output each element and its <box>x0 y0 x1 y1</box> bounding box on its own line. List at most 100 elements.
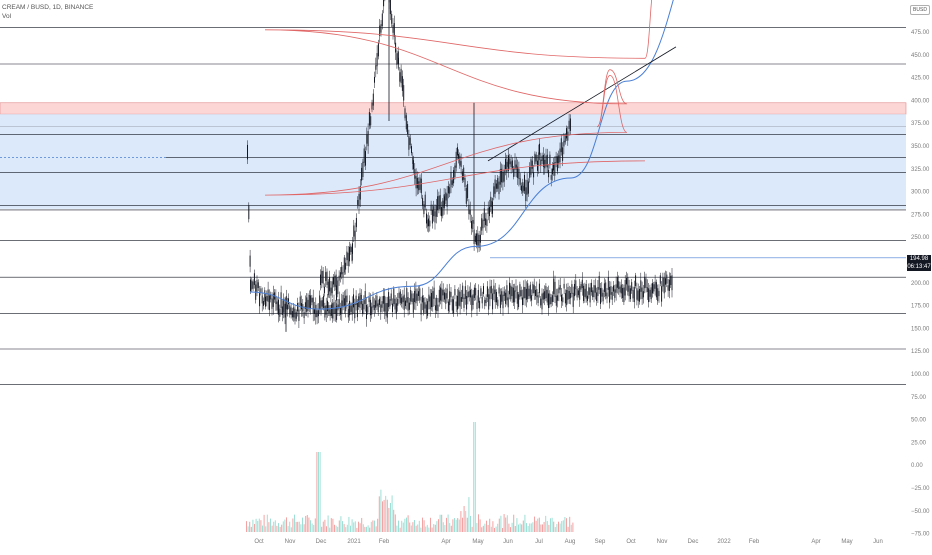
price-tick-label: 400.00 <box>911 98 930 104</box>
candle-body <box>433 206 435 217</box>
candle-body <box>557 295 559 301</box>
candle-body <box>432 291 434 307</box>
candle-body <box>250 279 251 292</box>
time-tick-label: Oct <box>254 539 264 545</box>
candle-body <box>281 306 283 315</box>
candle-body <box>541 293 543 310</box>
candle-body <box>450 171 452 188</box>
volume-bar <box>559 523 561 532</box>
candle-body <box>548 169 550 178</box>
volume-bar <box>529 523 531 532</box>
candle-body <box>511 286 513 297</box>
candle-body <box>513 168 515 177</box>
candle-body <box>358 193 360 207</box>
volume-bar <box>490 526 492 532</box>
candle-body <box>426 213 427 224</box>
volume-bar <box>510 527 511 532</box>
symbol-title[interactable]: CREAM / BUSD, 1D, BINANCE <box>2 4 94 11</box>
volume-bar <box>353 522 355 532</box>
candle-body <box>571 284 573 294</box>
candle-body <box>350 305 352 312</box>
current-price-label: 194.98 <box>907 255 931 263</box>
price-tick-label: 275.00 <box>911 212 930 218</box>
candle-body <box>642 291 644 298</box>
candle-body <box>505 292 507 304</box>
candle-body <box>428 218 429 227</box>
currency-tag[interactable]: BUSD <box>910 5 930 15</box>
candle-body <box>420 178 422 194</box>
candle-body <box>307 299 309 311</box>
candle-body <box>372 296 374 308</box>
volume-bar <box>350 525 351 532</box>
candle-body <box>457 147 458 156</box>
volume-bar <box>306 515 308 532</box>
price-tick-label: 375.00 <box>911 121 930 127</box>
price-tick-label: −75.00 <box>911 532 930 538</box>
candle-body <box>395 42 397 53</box>
candle-body <box>533 172 535 178</box>
candle-body <box>268 295 270 311</box>
candle-body <box>379 25 381 36</box>
volume-bar <box>385 495 387 532</box>
candle-body <box>532 283 534 294</box>
candle-body <box>636 288 638 300</box>
candle-body <box>375 300 377 308</box>
volume-bar <box>407 515 409 532</box>
candle-body <box>516 291 518 304</box>
candle-body <box>469 209 471 215</box>
candle-body <box>383 0 385 7</box>
candle-body <box>566 289 568 306</box>
candle-body <box>590 282 592 293</box>
volume-bar <box>537 518 539 532</box>
candle-body <box>425 304 427 313</box>
price-tick-label: 350.00 <box>911 144 930 150</box>
candle-body <box>352 243 353 254</box>
volume-bar <box>498 518 500 532</box>
candle-body <box>520 290 522 297</box>
candle-body <box>542 292 544 300</box>
candle-body <box>380 304 382 313</box>
candle-body <box>471 295 473 311</box>
candle-body <box>424 194 426 208</box>
candle-body <box>342 294 344 308</box>
volume-bar <box>458 519 460 532</box>
volume-bar <box>287 526 289 532</box>
candle-body <box>498 287 500 294</box>
volume-bar <box>390 502 391 532</box>
candle-body <box>492 201 493 214</box>
candle-body <box>529 166 531 178</box>
resistance-zone <box>0 102 907 115</box>
volume-bar <box>378 496 380 532</box>
candle-body <box>446 288 448 299</box>
candle-body <box>616 277 618 288</box>
candle-body <box>389 299 391 307</box>
candle-body <box>464 178 466 188</box>
candle-body <box>461 171 463 181</box>
candle-body <box>272 293 274 307</box>
candle-body <box>584 288 586 297</box>
volume-bar <box>423 520 425 532</box>
candle-body <box>349 246 350 262</box>
volume-bar <box>572 522 574 532</box>
candle-body <box>490 196 492 207</box>
volume-bar <box>442 522 444 532</box>
candle-body <box>407 297 409 311</box>
candle-body <box>671 275 673 291</box>
candle-body <box>423 297 425 313</box>
candle-body <box>619 286 621 293</box>
candle-body <box>629 288 631 300</box>
candle-body <box>401 76 403 91</box>
volume-indicator-label[interactable]: Vol <box>2 13 12 20</box>
volume-bar <box>414 520 415 532</box>
time-tick-label: Aug <box>565 539 576 545</box>
candle-body <box>502 294 504 309</box>
candle-body <box>468 204 470 214</box>
candle-body <box>650 287 652 300</box>
volume-bar <box>506 515 508 532</box>
candle-body <box>458 154 459 159</box>
candle-body <box>501 291 503 302</box>
candle-body <box>336 285 337 301</box>
candle-body <box>337 280 339 295</box>
